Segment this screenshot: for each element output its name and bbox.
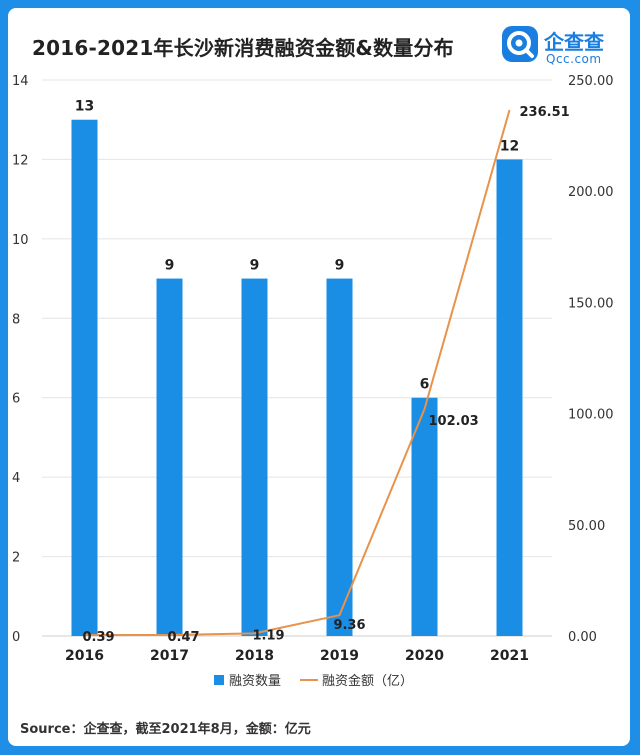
- logo-url: Qcc.com: [546, 52, 602, 66]
- line-series: [84, 109, 511, 637]
- legend-bar-label: 融资数量: [229, 674, 281, 689]
- x-axis-tick-label: 2018: [235, 648, 274, 664]
- x-axis-tick-label: 2020: [405, 648, 444, 664]
- x-axis-tick-label: 2017: [150, 648, 189, 664]
- source-note: Source：企查查，截至2021年8月，金额：亿元: [20, 722, 311, 737]
- left-axis-tick-label: 6: [12, 392, 20, 407]
- left-axis-tick-label: 10: [12, 233, 29, 248]
- line-value-label: 0.47: [168, 630, 200, 645]
- bar-value-label: 6: [420, 377, 430, 393]
- left-axis-tick-label: 14: [12, 74, 29, 89]
- qcc-logo: 企查查 Qcc.com: [500, 22, 630, 70]
- left-axis-tick-label: 0: [12, 630, 20, 645]
- x-axis-tick-label: 2019: [320, 648, 359, 664]
- x-axis-tick-label: 2021: [490, 648, 529, 664]
- logo-name: 企查查: [544, 30, 604, 54]
- bar: [411, 397, 438, 636]
- left-axis-tick-label: 4: [12, 471, 20, 486]
- right-axis-tick-label: 150.00: [568, 296, 614, 311]
- right-axis-tick-label: 0.00: [568, 630, 597, 645]
- qcc-logo-icon: [502, 26, 538, 62]
- bar-value-label: 9: [335, 258, 345, 274]
- line-value-label: 0.39: [83, 630, 115, 645]
- line-value-label: 9.36: [333, 618, 365, 633]
- right-axis-tick-label: 50.00: [568, 519, 605, 534]
- bar-value-label: 12: [500, 138, 519, 154]
- bar-value-label: 9: [165, 258, 175, 274]
- chart-card: 2016-2021年长沙新消费融资金额&数量分布 企查查 Qcc.com Sou…: [8, 8, 630, 746]
- line-value-label: 102.03: [429, 414, 479, 429]
- legend-line-label: 融资金额（亿）: [322, 673, 413, 689]
- bar: [496, 159, 523, 636]
- left-axis-tick-label: 8: [12, 312, 20, 327]
- x-axis-tick-label: 2016: [65, 648, 104, 664]
- chart-title: 2016-2021年长沙新消费融资金额&数量分布: [32, 36, 454, 60]
- bar-value-label: 13: [75, 99, 94, 115]
- line-value-label: 1.19: [253, 628, 285, 643]
- bar: [326, 278, 353, 636]
- left-axis-tick-label: 2: [12, 551, 20, 566]
- right-axis-tick-label: 250.00: [568, 74, 614, 89]
- bar: [71, 119, 98, 636]
- bar: [241, 278, 268, 636]
- line-value-label: 236.51: [520, 105, 570, 120]
- right-axis-tick-label: 200.00: [568, 185, 614, 200]
- left-axis-tick-label: 12: [12, 153, 29, 168]
- bar: [156, 278, 183, 636]
- bar-value-label: 9: [250, 258, 260, 274]
- right-axis-tick-label: 100.00: [568, 408, 614, 423]
- legend-bar-swatch: [214, 675, 224, 685]
